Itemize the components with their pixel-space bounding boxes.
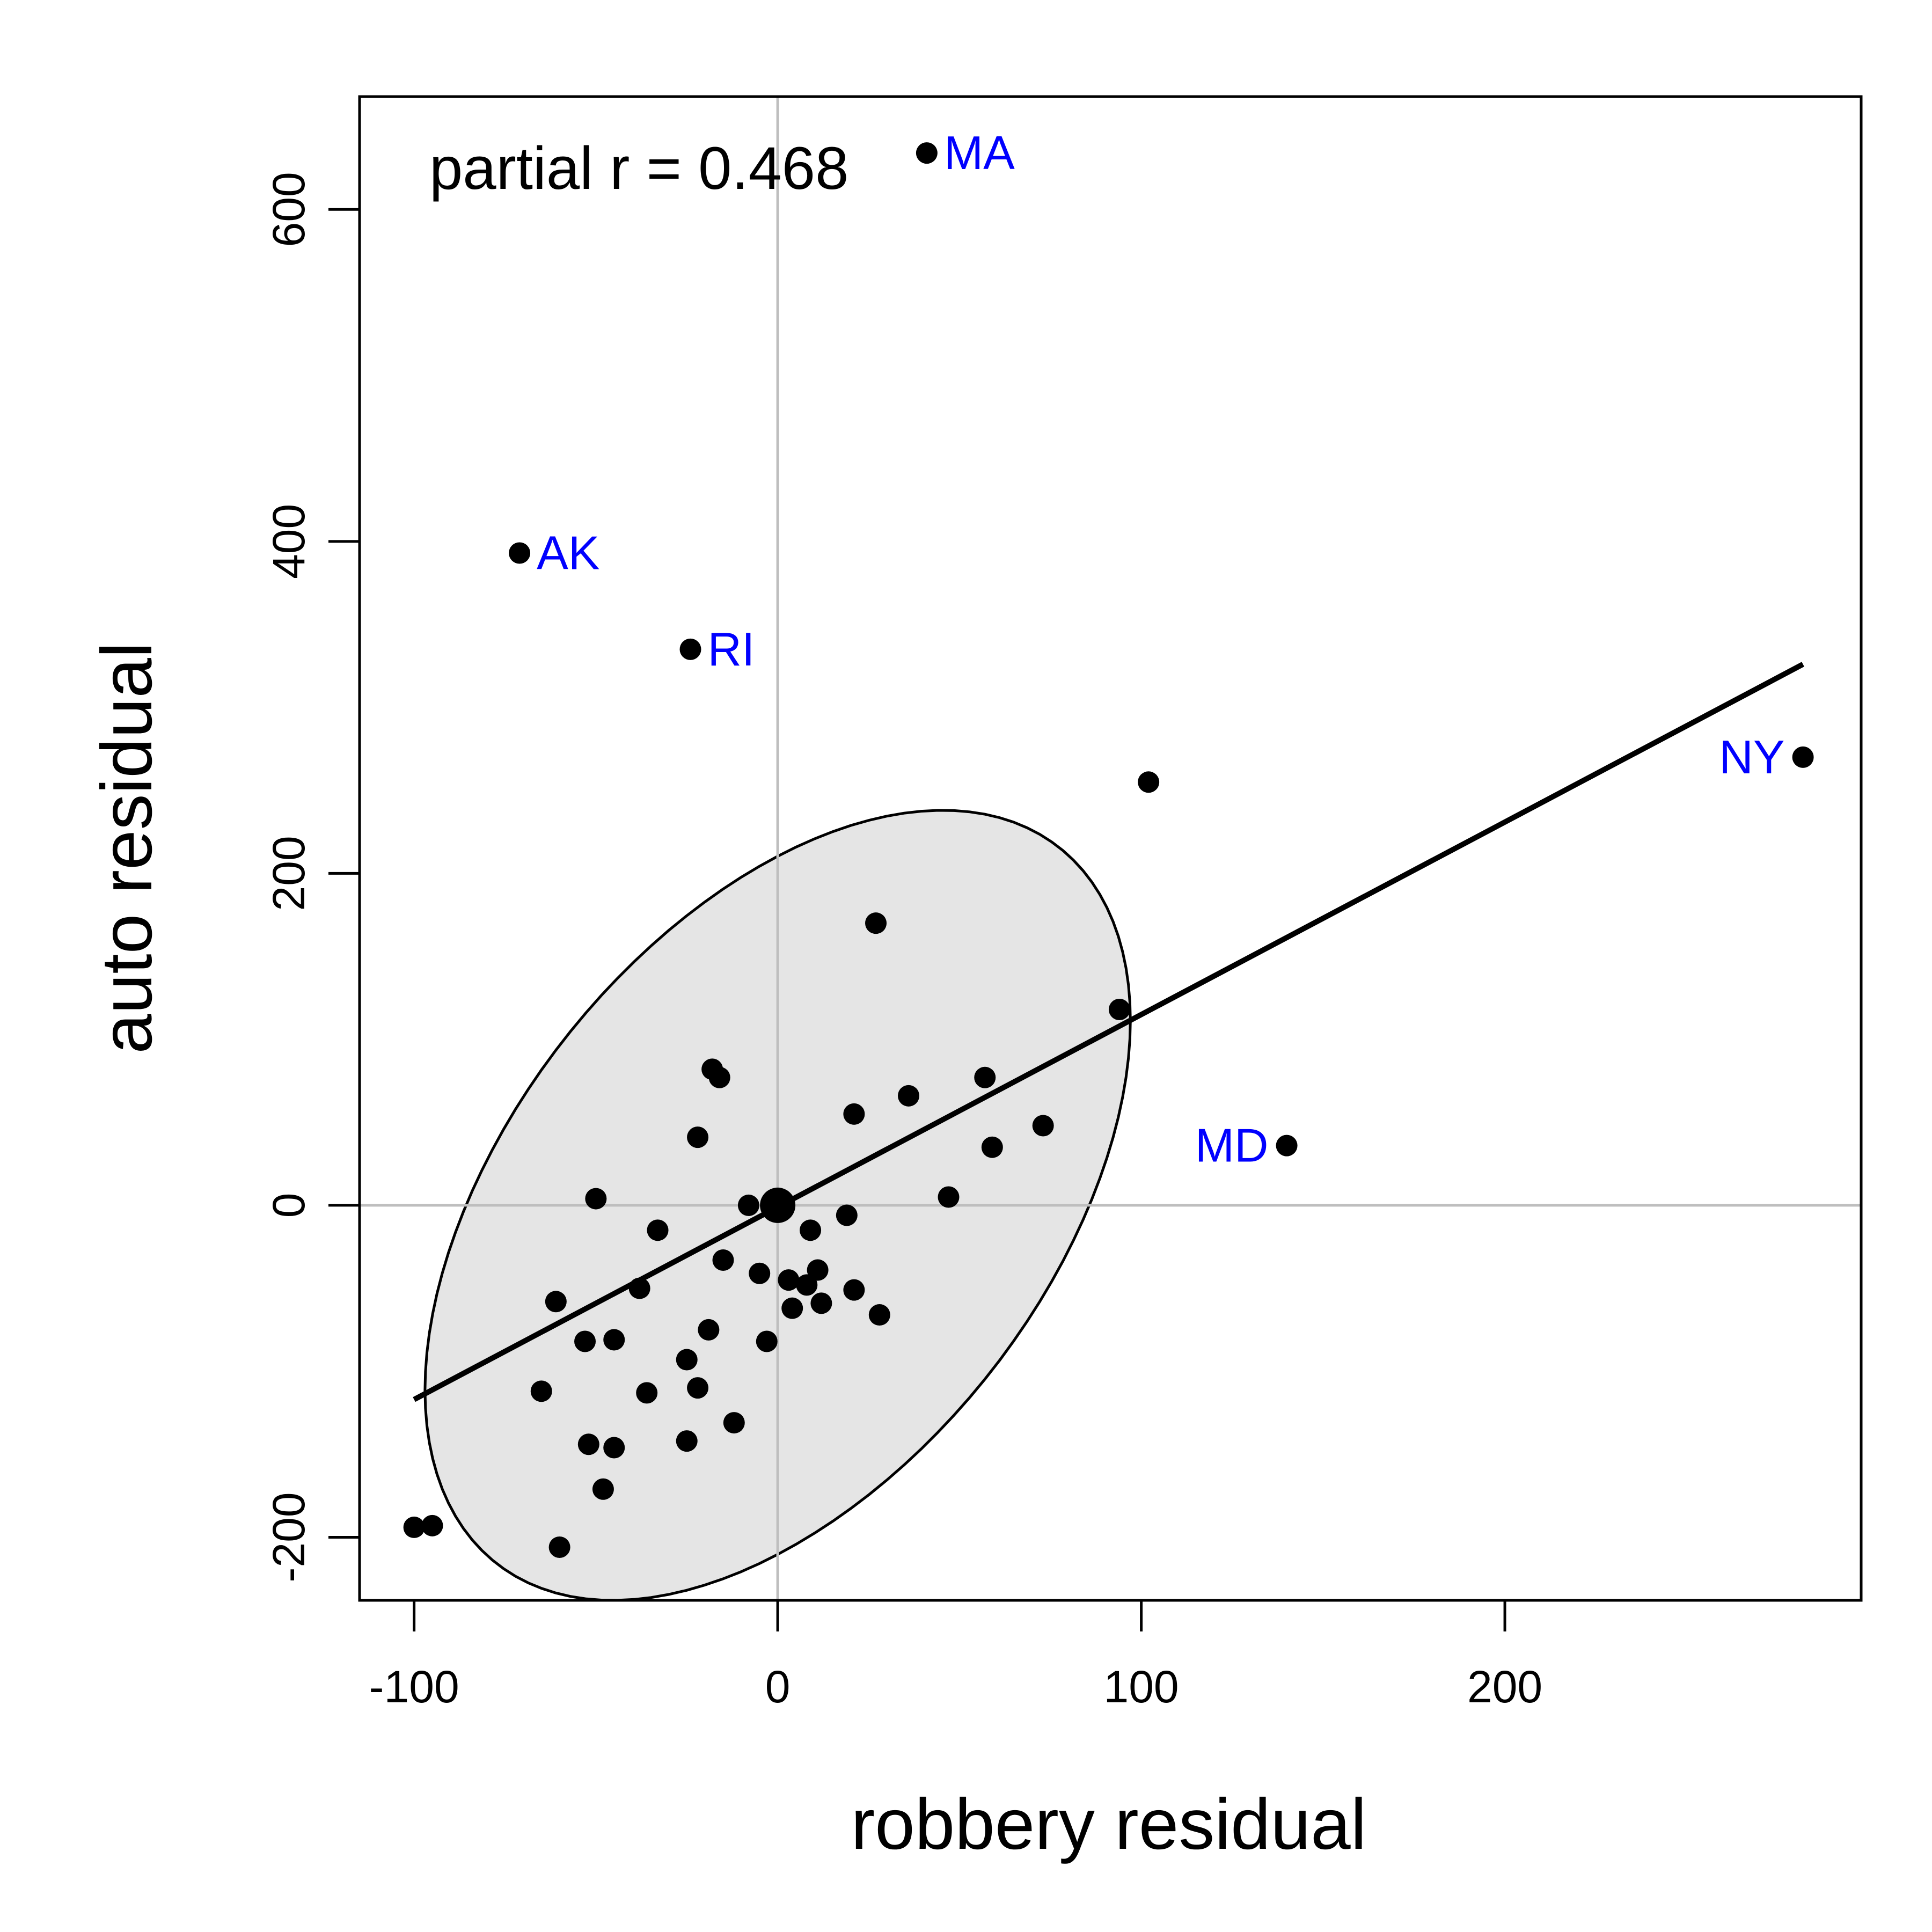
data-point <box>585 1188 607 1210</box>
regression-line <box>413 662 1804 1402</box>
data-point <box>807 1259 829 1281</box>
data-point <box>938 1186 960 1208</box>
y-tick-label: -200 <box>264 1492 314 1582</box>
point-label-ma: MA <box>944 126 1015 179</box>
data-point <box>698 1319 720 1341</box>
data-point <box>749 1262 771 1284</box>
data-point <box>647 1219 669 1241</box>
data-point <box>676 1349 698 1371</box>
data-point <box>843 1279 865 1301</box>
points-layer <box>403 142 1814 1558</box>
x-axis-title: robbery residual <box>851 1784 1367 1864</box>
data-point <box>708 1066 730 1088</box>
data-point <box>868 1304 890 1326</box>
data-point <box>679 638 701 660</box>
x-tick-label: -100 <box>369 1662 459 1712</box>
data-point <box>916 142 938 164</box>
point-label-ny: NY <box>1719 730 1784 784</box>
point-label-ak: AK <box>537 526 599 579</box>
data-point <box>603 1437 625 1459</box>
x-axis: -100 0 100 200 <box>369 1600 1542 1712</box>
point-labels: AK MA RI NY MD <box>537 126 1785 1172</box>
data-point <box>756 1330 778 1352</box>
data-point <box>796 1274 818 1296</box>
data-point <box>687 1126 709 1148</box>
data-point <box>810 1292 832 1314</box>
data-point <box>836 1204 858 1226</box>
data-point <box>1138 771 1160 793</box>
y-tick-label: 600 <box>264 172 314 247</box>
y-axis: -200 0 200 400 600 <box>264 172 360 1583</box>
data-point <box>800 1219 822 1241</box>
data-point <box>778 1269 800 1291</box>
y-axis-title: auto residual <box>87 642 167 1053</box>
data-point <box>865 912 887 934</box>
point-label-md: MD <box>1195 1119 1269 1172</box>
data-point <box>574 1330 596 1352</box>
data-point <box>509 542 531 564</box>
data-point <box>897 1085 919 1107</box>
point-label-ri: RI <box>708 623 755 676</box>
y-tick-label: 200 <box>264 836 314 911</box>
x-tick-label: 0 <box>765 1662 791 1712</box>
data-point <box>628 1277 650 1299</box>
y-tick-label: 400 <box>264 504 314 579</box>
x-tick-label: 100 <box>1104 1662 1179 1712</box>
data-point <box>712 1249 734 1271</box>
data-point <box>545 1291 567 1313</box>
data-point <box>403 1516 425 1538</box>
data-point <box>781 1297 803 1319</box>
partial-r-annotation: partial r = 0.468 <box>429 135 848 202</box>
data-point <box>603 1329 625 1351</box>
data-point <box>636 1382 658 1404</box>
data-point <box>592 1478 614 1500</box>
plot-frame <box>358 95 1863 1602</box>
data-point <box>548 1536 570 1558</box>
x-tick-label: 200 <box>1467 1662 1542 1712</box>
y-tick-label: 0 <box>264 1193 314 1218</box>
plot-area <box>360 97 1861 1600</box>
data-point <box>421 1514 443 1536</box>
data-point <box>843 1103 865 1125</box>
data-point <box>974 1066 996 1088</box>
data-point <box>687 1377 709 1399</box>
data-point <box>1792 746 1814 768</box>
data-point <box>723 1412 745 1434</box>
data-point <box>1032 1115 1054 1137</box>
data-point <box>676 1430 698 1452</box>
data-point <box>577 1433 599 1455</box>
data-point <box>530 1380 552 1402</box>
data-point <box>1108 998 1130 1020</box>
data-point <box>981 1136 1003 1158</box>
data-point <box>737 1194 759 1216</box>
data-point <box>1276 1135 1298 1157</box>
centroid-point <box>760 1187 796 1223</box>
